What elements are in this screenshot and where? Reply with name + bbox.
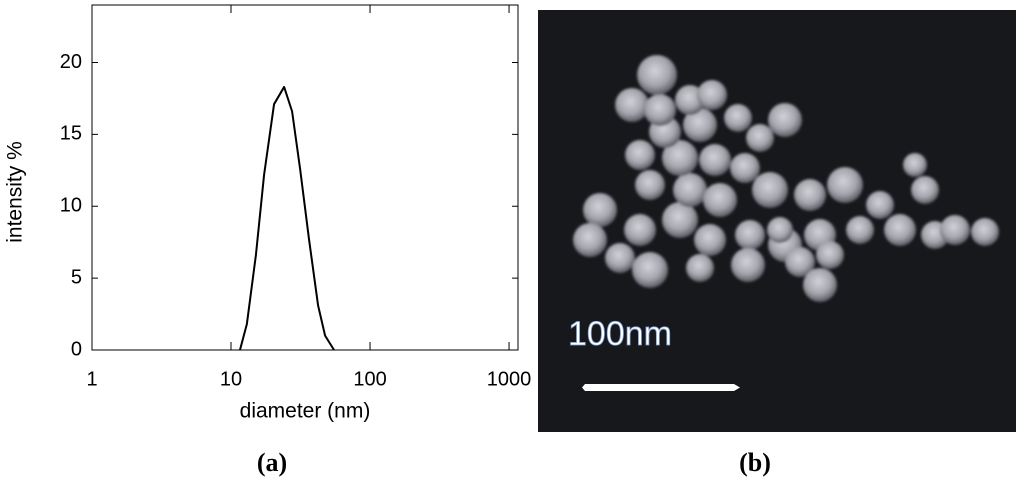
panel-label: (a) xyxy=(257,448,287,477)
y-axis-label: intensity % xyxy=(4,141,27,243)
y-tick-label: 0 xyxy=(71,338,82,360)
x-axis-label: diameter (nm) xyxy=(240,400,371,423)
y-tick-label: 15 xyxy=(60,123,82,145)
data-line xyxy=(239,85,335,351)
x-tick-label: 100 xyxy=(353,368,386,390)
y-tick-label: 5 xyxy=(71,266,82,288)
scale-bar xyxy=(582,384,740,391)
x-tick-label: 10 xyxy=(220,368,242,390)
scale-label: 100nm xyxy=(568,315,672,353)
plot-frame xyxy=(91,4,519,351)
panel-label: (b) xyxy=(739,448,771,477)
x-tick-label: 1 xyxy=(86,368,97,390)
particles xyxy=(573,55,999,302)
y-tick-label: 20 xyxy=(60,51,82,73)
y-tick-label: 10 xyxy=(60,195,82,217)
x-tick-label: 1000 xyxy=(487,368,532,390)
